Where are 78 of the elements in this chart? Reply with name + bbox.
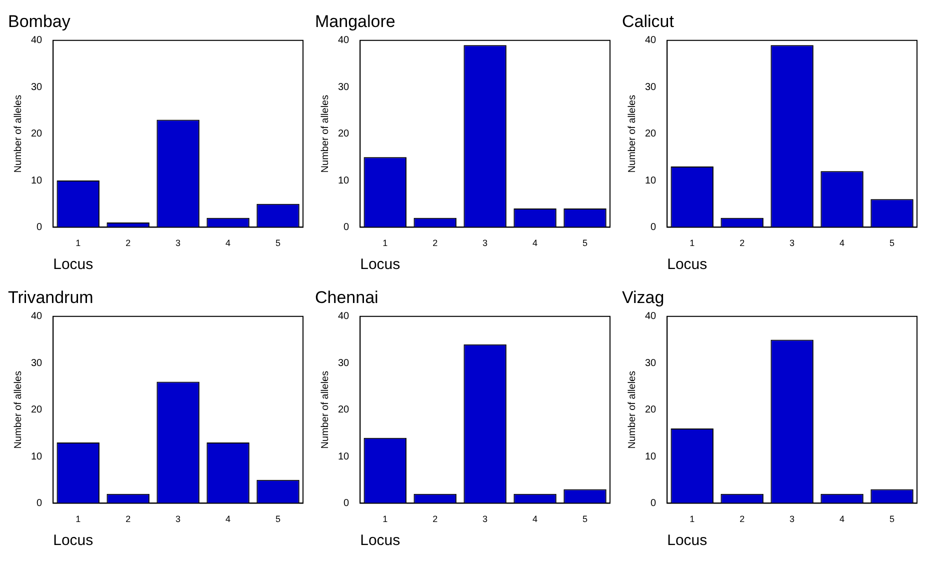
y-tick-label: 20 xyxy=(31,404,43,416)
chart-title: Mangalore xyxy=(315,12,396,31)
y-tick-label: 40 xyxy=(645,35,657,46)
x-axis-title: Locus xyxy=(667,256,708,274)
x-tick-label: 1 xyxy=(382,514,388,524)
y-tick-label: 0 xyxy=(650,498,657,509)
y-tick-label: 40 xyxy=(338,35,350,46)
x-tick-label: 3 xyxy=(790,514,795,524)
x-tick-label: 5 xyxy=(582,238,588,248)
x-tick-label: 2 xyxy=(432,238,438,248)
y-tick-label: 20 xyxy=(31,128,43,140)
y-axis-title: Number of alleles xyxy=(626,94,638,173)
y-tick-label: 30 xyxy=(31,358,43,369)
y-axis-title: Number of alleles xyxy=(12,370,24,449)
y-tick-label: 0 xyxy=(650,222,657,233)
x-tick-label: 2 xyxy=(126,238,131,248)
x-tick-label: 1 xyxy=(690,238,695,248)
x-tick-label: 5 xyxy=(276,514,281,524)
y-tick-label: 20 xyxy=(645,128,657,140)
x-tick-label: 3 xyxy=(790,238,795,248)
x-tick-label: 3 xyxy=(482,238,488,248)
x-tick-label: 2 xyxy=(740,514,745,524)
x-tick-label: 5 xyxy=(890,514,895,524)
chart-title: Calicut xyxy=(622,12,674,31)
y-tick-label: 30 xyxy=(31,82,43,93)
y-tick-label: 20 xyxy=(645,404,657,416)
y-axis-title: Number of alleles xyxy=(320,94,331,173)
y-tick-label: 10 xyxy=(31,451,43,462)
chart-title: Chennai xyxy=(315,288,378,307)
y-tick-label: 0 xyxy=(36,498,43,509)
y-tick-label: 40 xyxy=(645,311,657,322)
y-tick-label: 40 xyxy=(338,311,350,322)
x-tick-label: 4 xyxy=(840,238,845,248)
x-tick-label: 5 xyxy=(276,238,281,248)
x-tick-label: 1 xyxy=(382,238,388,248)
y-tick-label: 30 xyxy=(645,82,657,93)
x-tick-label: 5 xyxy=(582,514,588,524)
chart-title: Bombay xyxy=(8,12,71,31)
x-tick-label: 4 xyxy=(226,514,231,524)
x-tick-label: 1 xyxy=(690,514,695,524)
x-tick-label: 2 xyxy=(740,238,745,248)
y-tick-label: 10 xyxy=(645,451,657,462)
x-tick-label: 1 xyxy=(76,514,81,524)
x-axis-title: Locus xyxy=(667,532,708,550)
y-tick-label: 20 xyxy=(338,404,350,416)
y-tick-label: 10 xyxy=(338,175,350,186)
x-tick-label: 5 xyxy=(890,238,895,248)
x-axis-title: Locus xyxy=(360,532,400,550)
y-tick-label: 0 xyxy=(344,498,350,509)
y-tick-label: 40 xyxy=(31,35,43,46)
x-tick-label: 1 xyxy=(76,238,81,248)
y-tick-label: 30 xyxy=(338,82,350,93)
y-tick-label: 0 xyxy=(344,222,350,233)
x-tick-label: 3 xyxy=(176,514,181,524)
y-tick-label: 30 xyxy=(645,358,657,369)
y-tick-label: 10 xyxy=(645,175,657,186)
x-tick-label: 2 xyxy=(432,514,438,524)
x-tick-label: 3 xyxy=(176,238,181,248)
y-tick-label: 10 xyxy=(338,451,350,462)
y-tick-label: 30 xyxy=(338,358,350,369)
chart-title: Vizag xyxy=(622,288,664,307)
y-tick-label: 10 xyxy=(31,175,43,186)
y-tick-label: 20 xyxy=(338,128,350,140)
y-tick-label: 0 xyxy=(36,222,43,233)
x-axis-title: Locus xyxy=(360,256,400,274)
y-axis-title: Number of alleles xyxy=(320,370,331,449)
chart-title: Trivandrum xyxy=(8,288,94,307)
y-axis-title: Number of alleles xyxy=(12,94,24,173)
x-tick-label: 3 xyxy=(482,514,488,524)
x-tick-label: 2 xyxy=(126,514,131,524)
x-axis-title: Locus xyxy=(53,532,94,550)
x-tick-label: 4 xyxy=(532,514,538,524)
x-tick-label: 4 xyxy=(840,514,845,524)
y-axis-title: Number of alleles xyxy=(626,370,638,449)
x-tick-label: 4 xyxy=(532,238,538,248)
x-axis-title: Locus xyxy=(53,256,94,274)
x-tick-label: 4 xyxy=(226,238,231,248)
y-tick-label: 40 xyxy=(31,311,43,322)
